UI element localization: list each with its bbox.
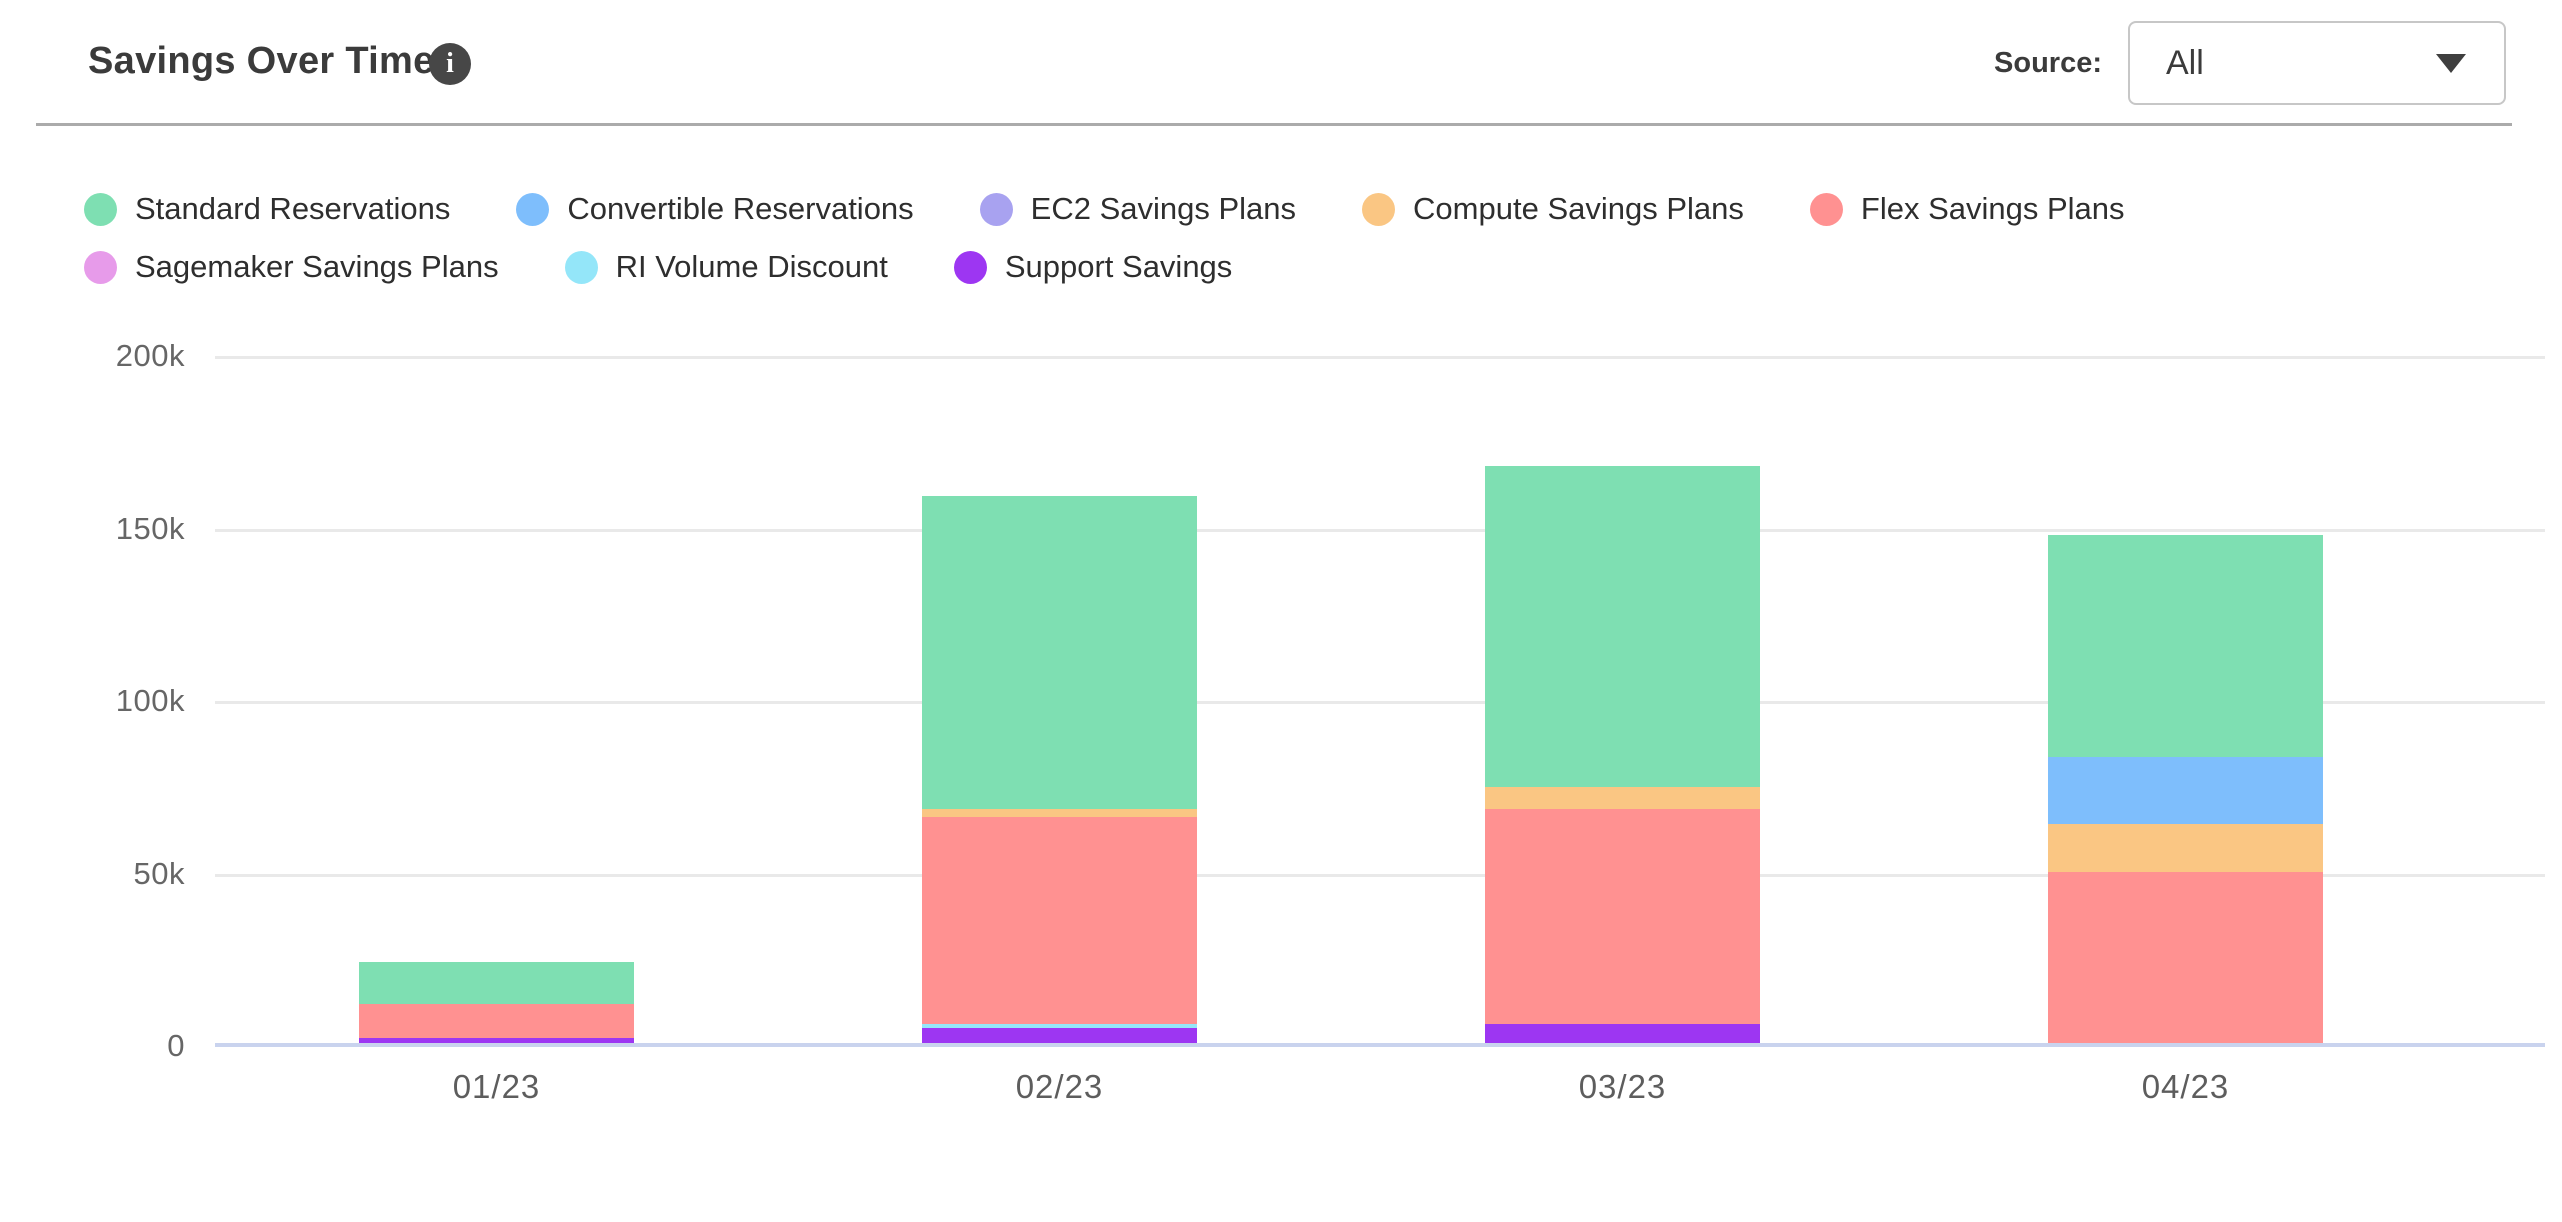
stacked-bar-02-23[interactable] bbox=[922, 495, 1197, 1043]
legend-label: Support Savings bbox=[1004, 249, 1233, 284]
gridline bbox=[215, 356, 2545, 359]
x-axis-label: 01/23 bbox=[452, 1068, 541, 1105]
legend-item-ri-volume-discount[interactable]: RI Volume Discount bbox=[564, 249, 888, 285]
bar-segment-flex-savings-plans[interactable] bbox=[922, 816, 1197, 1025]
gridline bbox=[215, 873, 2545, 877]
legend-label: Convertible Reservations bbox=[567, 191, 914, 226]
page-title: Savings Over Time bbox=[88, 40, 435, 82]
bar-segment-support-savings[interactable] bbox=[1485, 1024, 1760, 1043]
x-axis-label: 04/23 bbox=[2141, 1068, 2230, 1105]
x-axis-baseline bbox=[215, 1043, 2545, 1047]
legend-item-compute-savings-plans[interactable]: Compute Savings Plans bbox=[1362, 191, 1744, 227]
bar-segment-compute-savings-plans[interactable] bbox=[1485, 786, 1760, 810]
gridline bbox=[215, 701, 2545, 704]
source-dropdown[interactable]: All bbox=[2128, 21, 2506, 105]
panel-header: Savings Over Time i Source: All bbox=[0, 0, 2562, 126]
y-axis-label: 50k bbox=[133, 855, 185, 891]
legend-label: Flex Savings Plans bbox=[1860, 191, 2125, 226]
bar-segment-support-savings[interactable] bbox=[359, 1038, 634, 1043]
x-axis-label: 02/23 bbox=[1015, 1068, 1104, 1105]
legend-row: Standard Reservations Convertible Reserva… bbox=[84, 184, 2125, 234]
bar-segment-flex-savings-plans[interactable] bbox=[1485, 809, 1760, 1025]
legend-label: Standard Reservations bbox=[135, 191, 451, 226]
info-icon-glyph: i bbox=[446, 48, 454, 79]
stacked-bar-04-23[interactable] bbox=[2048, 535, 2323, 1043]
legend-dot-icon bbox=[1362, 192, 1396, 226]
legend-dot-icon bbox=[979, 192, 1013, 226]
source-group: Source: All bbox=[1994, 20, 2506, 106]
legend-label: EC2 Savings Plans bbox=[1030, 191, 1297, 226]
legend-dot-icon bbox=[516, 192, 550, 226]
x-axis-label: 03/23 bbox=[1578, 1068, 1667, 1105]
bar-segment-standard-reservations[interactable] bbox=[922, 495, 1197, 810]
chevron-down-icon bbox=[2436, 53, 2466, 73]
bar-segment-convertible-reservations[interactable] bbox=[2048, 757, 2323, 825]
legend-dot-icon bbox=[84, 192, 117, 226]
legend-item-ec2-savings-plans[interactable]: EC2 Savings Plans bbox=[979, 191, 1297, 227]
legend-item-standard-reservations[interactable]: Standard Reservations bbox=[84, 191, 450, 227]
y-axis-label: 150k bbox=[115, 510, 185, 546]
legend-item-sagemaker-savings-plans[interactable]: Sagemaker Savings Plans bbox=[84, 249, 499, 285]
legend-row: Sagemaker Savings Plans RI Volume Discoun… bbox=[84, 242, 2125, 292]
legend-label: Sagemaker Savings Plans bbox=[135, 249, 499, 284]
y-axis-label: 0 bbox=[167, 1028, 185, 1063]
legend-dot-icon bbox=[953, 250, 987, 284]
chart-legend: Standard Reservations Convertible Reserva… bbox=[84, 184, 2125, 292]
y-axis-label: 100k bbox=[115, 683, 185, 718]
bar-segment-compute-savings-plans[interactable] bbox=[2048, 824, 2323, 872]
bar-segment-standard-reservations[interactable] bbox=[359, 961, 634, 1005]
stacked-bar-01-23[interactable] bbox=[359, 961, 634, 1043]
legend-item-flex-savings-plans[interactable]: Flex Savings Plans bbox=[1809, 191, 2125, 227]
source-dropdown-value: All bbox=[2166, 43, 2204, 82]
info-icon[interactable]: i bbox=[429, 43, 471, 85]
bar-segment-flex-savings-plans[interactable] bbox=[359, 1004, 634, 1039]
gridline bbox=[215, 528, 2545, 532]
bar-segment-standard-reservations[interactable] bbox=[2048, 535, 2323, 758]
chart-plot-area bbox=[215, 356, 2545, 1047]
legend-label: Compute Savings Plans bbox=[1413, 191, 1744, 226]
bar-segment-ri-volume-discount[interactable] bbox=[922, 1024, 1197, 1029]
stacked-bar-03-23[interactable] bbox=[1485, 465, 1760, 1043]
bar-segment-flex-savings-plans[interactable] bbox=[2048, 871, 2323, 1043]
legend-label: RI Volume Discount bbox=[615, 249, 888, 284]
legend-dot-icon bbox=[564, 250, 598, 284]
legend-item-convertible-reservations[interactable]: Convertible Reservations bbox=[516, 191, 914, 227]
bar-segment-standard-reservations[interactable] bbox=[1485, 465, 1760, 787]
header-divider bbox=[36, 123, 2512, 126]
legend-dot-icon bbox=[1809, 192, 1843, 226]
bar-segment-support-savings[interactable] bbox=[922, 1028, 1197, 1043]
legend-dot-icon bbox=[84, 250, 117, 284]
source-label: Source: bbox=[1994, 46, 2102, 79]
y-axis-label: 200k bbox=[115, 338, 185, 373]
legend-item-support-savings[interactable]: Support Savings bbox=[953, 249, 1233, 285]
bar-segment-compute-savings-plans[interactable] bbox=[922, 809, 1197, 817]
